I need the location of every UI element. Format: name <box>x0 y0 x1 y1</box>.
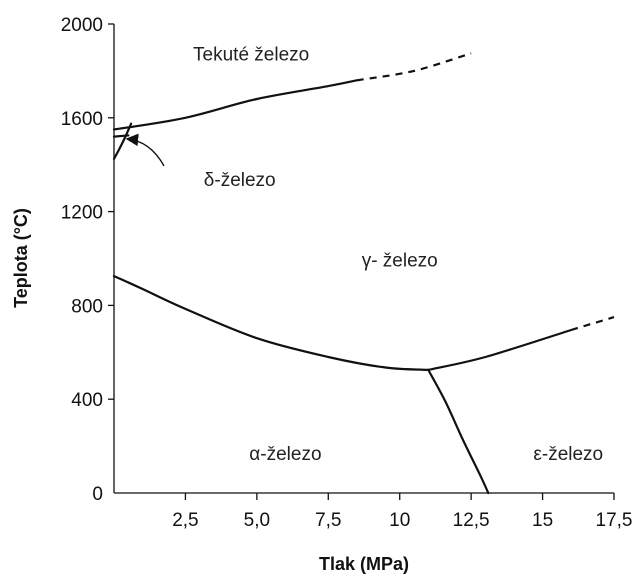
y-axis-ticks: 0 400 800 1200 1600 2000 <box>61 15 114 505</box>
y-axis-title: Teplota (°C) <box>11 208 31 308</box>
region-label-3: γ- železo <box>362 251 438 272</box>
x-tick-label: 17,5 <box>596 510 633 531</box>
phase-boundary-4 <box>112 122 133 160</box>
region-label-5: ε-železo <box>533 444 603 465</box>
phase-boundary-7 <box>570 316 615 332</box>
x-tick-label: 15 <box>532 510 553 531</box>
phase-boundaries <box>112 52 615 495</box>
x-axis-title: Tlak (MPa) <box>319 554 409 574</box>
delta-iron-pointer-arrow <box>125 133 165 167</box>
phase-boundary-6 <box>427 328 573 371</box>
region-labels: Tekuté železo δ-železo γ- železo α-železo ε-… <box>193 44 603 465</box>
y-tick-label: 1600 <box>61 109 103 130</box>
y-tick-label: 0 <box>92 484 103 505</box>
phase-boundary-5 <box>112 275 430 371</box>
x-tick-label: 2,5 <box>172 510 198 531</box>
phase-boundary-8 <box>427 368 490 495</box>
x-axis-ticks: 2,5 5,0 7,5 10 12,5 15 17,5 <box>172 493 632 531</box>
x-tick-label: 10 <box>389 510 410 531</box>
x-tick-label: 12,5 <box>453 510 490 531</box>
y-tick-label: 1200 <box>61 203 103 224</box>
plot-area: 0 400 800 1200 1600 2000 2,5 5,0 7,5 10 12,5 15 17,… <box>61 15 633 531</box>
region-label-4: α-železo <box>249 444 321 465</box>
y-tick-label: 800 <box>71 296 103 317</box>
y-tick-label: 400 <box>71 390 103 411</box>
phase-boundary-1 <box>112 79 358 131</box>
x-tick-label: 5,0 <box>244 510 270 531</box>
region-label-1: Tekuté železo <box>193 44 309 65</box>
x-tick-label: 7,5 <box>315 510 341 531</box>
y-tick-label: 2000 <box>61 15 103 36</box>
delta-pointer-group <box>125 133 165 167</box>
region-label-2: δ-železo <box>204 170 276 191</box>
phase-boundary-2 <box>356 52 472 82</box>
